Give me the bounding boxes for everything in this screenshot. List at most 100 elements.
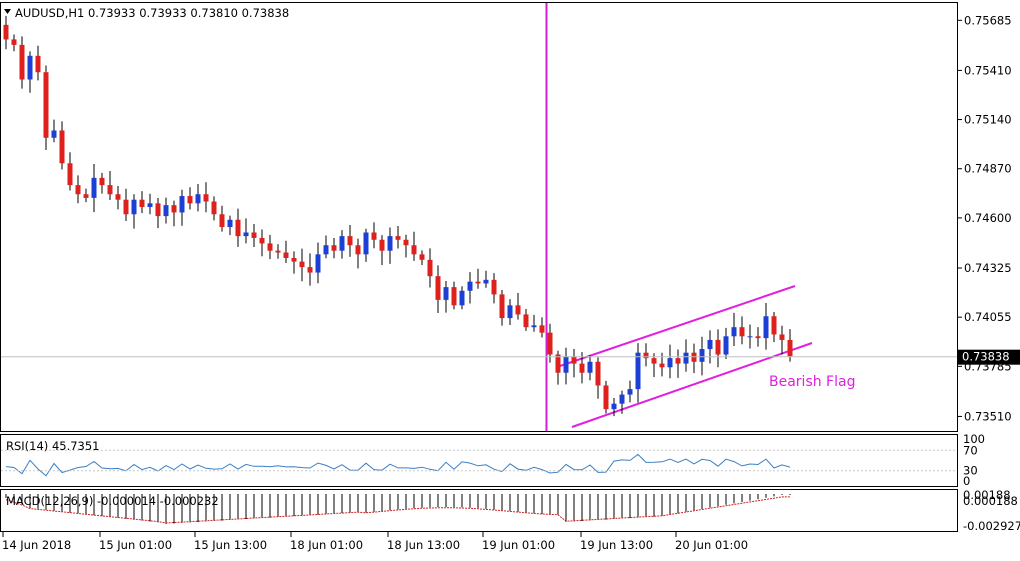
candle (59, 121, 65, 170)
candle (43, 65, 49, 150)
candle (643, 343, 649, 367)
candle (691, 343, 697, 374)
candle (611, 398, 617, 417)
candle (363, 228, 369, 262)
price-tick-label: 0.74055 (964, 310, 1012, 324)
rsi-line (5, 453, 791, 477)
candle (211, 196, 217, 221)
candle (323, 235, 329, 259)
candle (387, 227, 393, 264)
candle (771, 312, 777, 343)
candle (155, 198, 161, 229)
candle (699, 336, 705, 376)
candle (683, 339, 689, 372)
candle (123, 188, 129, 221)
candle (91, 163, 97, 213)
candle (219, 205, 225, 232)
rsi-tick-label: 0 (963, 474, 970, 488)
candle (563, 347, 569, 385)
candle (435, 265, 441, 314)
candle (27, 51, 33, 93)
rsi-tick-label: 70 (963, 443, 978, 457)
channel-upper-line (556, 285, 796, 368)
rsi-label: RSI(14) 45.7351 (6, 439, 100, 453)
candle (515, 293, 521, 320)
price-axis: 0.75685 0.75410 0.75140 0.74870 0.74600 0.743… (957, 13, 1012, 423)
candle (667, 344, 673, 379)
candle (67, 152, 73, 191)
symbol-dropdown-icon[interactable] (4, 9, 11, 14)
candle (83, 188, 89, 203)
candle (411, 231, 417, 261)
candle (347, 224, 353, 257)
svg-text:0.73838: 0.73838 (962, 350, 1010, 364)
candle (243, 218, 249, 244)
candle (755, 327, 761, 347)
macd-panel-frame (0, 489, 958, 532)
macd-label: MACD(12,26,9) -0.000014 -0.000232 (6, 494, 219, 508)
candlestick-series (1, 3, 957, 431)
price-tick-label: 0.75685 (964, 13, 1012, 27)
candle (571, 348, 577, 378)
candle (747, 324, 753, 349)
time-tick-label: 14 Jun 2018 (2, 538, 71, 552)
candle (3, 15, 9, 50)
candle (523, 308, 529, 331)
candle (579, 352, 585, 384)
candle (499, 290, 505, 326)
macd-tick-label: 0.000188 (963, 494, 1018, 508)
candle (195, 184, 201, 212)
candle (491, 273, 497, 304)
rsi-tick-label: 100 (963, 432, 985, 446)
candle (675, 349, 681, 378)
candle (707, 330, 713, 364)
candle (259, 229, 265, 257)
candle (51, 119, 57, 143)
candle (35, 45, 41, 81)
candle (331, 238, 337, 259)
candle (171, 200, 177, 227)
candle (531, 314, 537, 332)
candle (315, 242, 321, 284)
rsi-panel-frame (0, 434, 958, 487)
candle (715, 329, 721, 368)
candle (147, 193, 153, 215)
candle (75, 175, 81, 204)
candle (779, 325, 785, 355)
candle (275, 244, 281, 259)
price-tick-label: 0.74600 (964, 211, 1012, 225)
candle (355, 238, 361, 269)
candle (19, 36, 25, 89)
candle (475, 268, 481, 289)
candle (179, 189, 185, 226)
candle (115, 186, 121, 210)
candle (291, 251, 297, 274)
candle (507, 299, 513, 325)
symbol-info-line: AUDUSD,H1 0.73933 0.73933 0.73810 0.7383… (15, 6, 289, 20)
current-price-marker: 0.73838 (958, 349, 1020, 365)
candle (139, 191, 145, 214)
price-tick-label: 0.75410 (964, 63, 1012, 77)
candle (443, 280, 449, 313)
rsi-tick-label: 30 (963, 464, 978, 478)
candle (107, 171, 113, 200)
candle (723, 327, 729, 359)
candle (739, 316, 745, 345)
candle (379, 235, 385, 266)
candle (451, 281, 457, 310)
time-axis: 14 Jun 2018 15 Jun 01:00 15 Jun 13:00 18 Ju… (2, 532, 748, 552)
candle (187, 187, 193, 210)
candle (427, 248, 433, 288)
candle (227, 215, 233, 236)
rsi-series (1, 449, 957, 477)
candle (627, 380, 633, 403)
time-tick-label: 20 Jun 01:00 (675, 538, 748, 552)
candle (539, 317, 545, 338)
macd-series (5, 494, 791, 524)
price-tick-label: 0.74325 (964, 261, 1012, 275)
macd-tick-label: 0.00188 (963, 488, 1011, 502)
candle (483, 270, 489, 288)
candle (339, 230, 345, 259)
